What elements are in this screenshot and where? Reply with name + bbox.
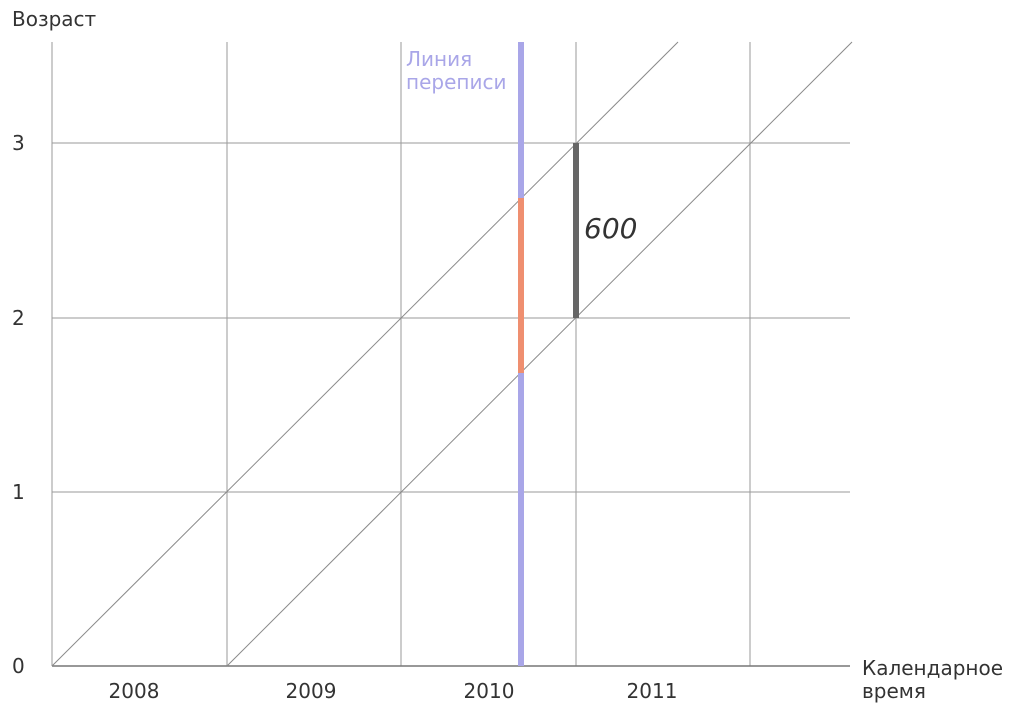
x-axis-title: Календарное время [862, 656, 1009, 703]
census-line-label: Линия переписи [406, 47, 506, 94]
x-axis-year-labels: 2008 2009 2010 2011 [109, 679, 678, 703]
year-label: 2009 [286, 679, 337, 703]
cohort-lifelines [51, 41, 853, 667]
x-axis-title-line2: время [862, 679, 926, 703]
y-axis-ticks: 0 1 2 3 [12, 131, 25, 678]
measure-value-label: 600 [584, 212, 637, 245]
census-label-line2: переписи [406, 70, 506, 94]
y-tick-label: 3 [12, 131, 25, 155]
year-label: 2010 [464, 679, 515, 703]
vertical-gridlines [51, 42, 751, 666]
lifeline-cohort-2008 [51, 41, 679, 667]
lifeline-cohort-2009 [226, 41, 853, 667]
year-label: 2011 [627, 679, 678, 703]
year-label: 2008 [109, 679, 160, 703]
census-label-line1: Линия [406, 47, 472, 71]
horizontal-gridlines [52, 142, 850, 493]
y-tick-label: 0 [12, 654, 25, 678]
x-axis-title-line1: Календарное [862, 656, 1003, 680]
y-axis-title: Возраст [12, 7, 97, 31]
y-tick-label: 2 [12, 306, 25, 330]
y-tick-label: 1 [12, 480, 25, 504]
